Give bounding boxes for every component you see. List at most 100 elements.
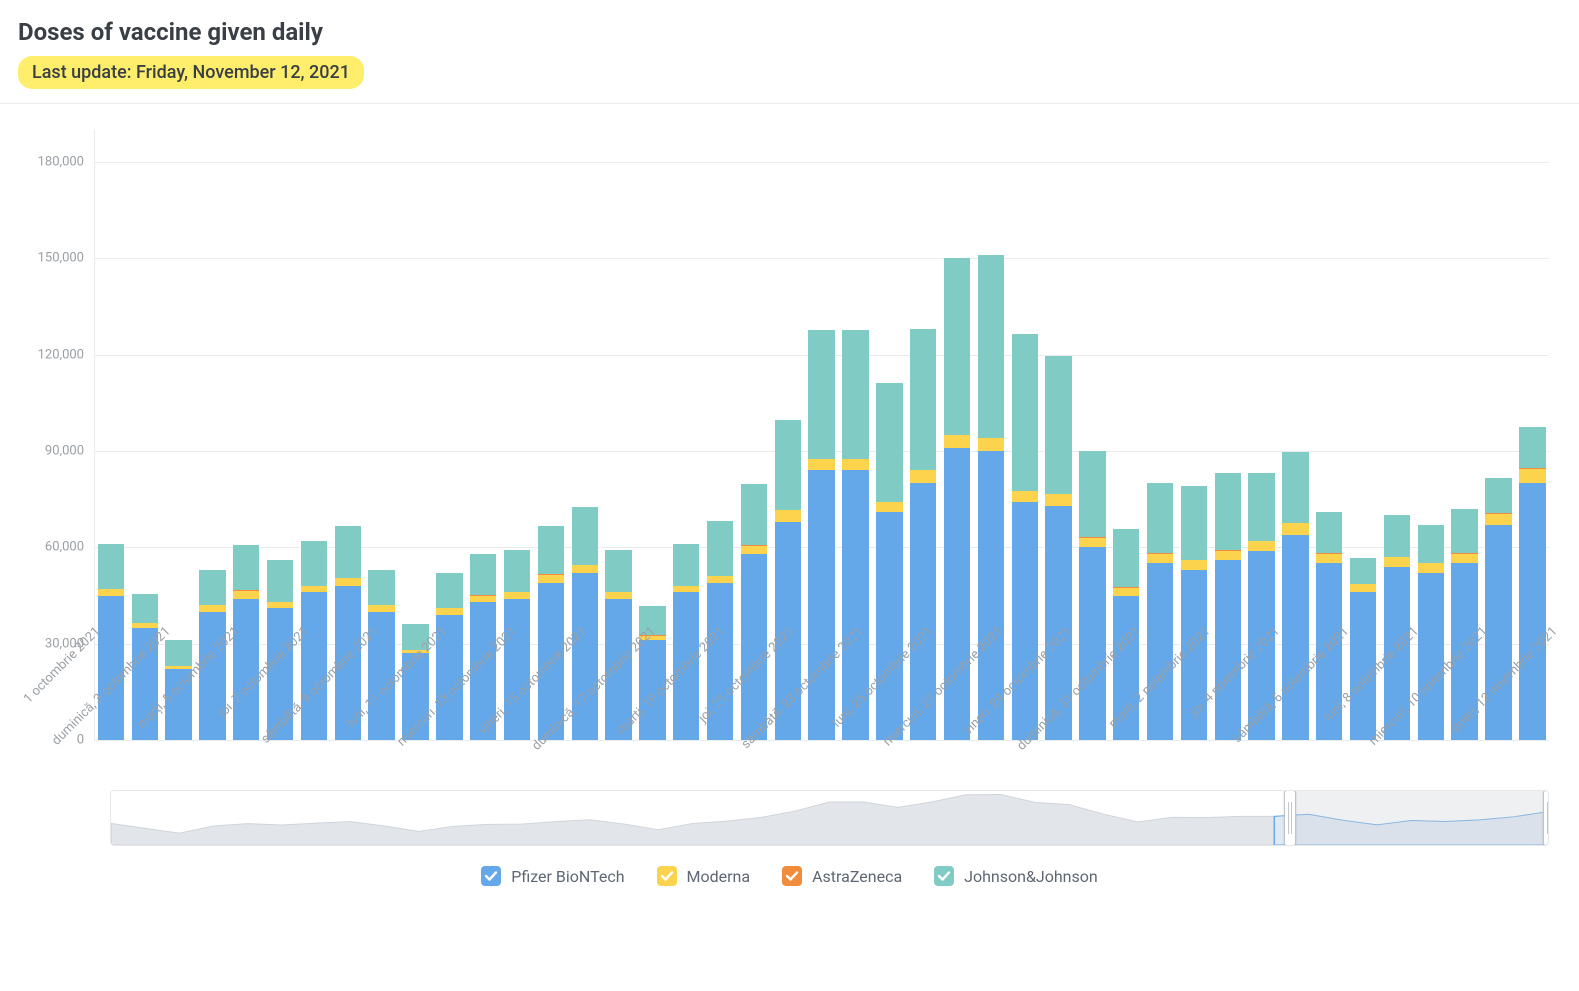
- bar-segment-moderna: [876, 502, 902, 512]
- bar-segment-moderna: [910, 470, 936, 483]
- bar-slot[interactable]: [365, 130, 399, 740]
- bar-slot[interactable]: [1109, 130, 1143, 740]
- bar-stack: [1079, 451, 1105, 740]
- bar-slot[interactable]: [229, 130, 263, 740]
- chart-title: Doses of vaccine given daily: [18, 18, 1561, 46]
- bar-slot[interactable]: [1075, 130, 1109, 740]
- bar-slot[interactable]: [839, 130, 873, 740]
- bar-slot[interactable]: [737, 130, 771, 740]
- bar-slot[interactable]: [636, 130, 670, 740]
- bar-stack: [1485, 478, 1511, 740]
- bar-segment-jj: [436, 573, 462, 608]
- bar-segment-jj: [233, 545, 259, 590]
- bar-slot[interactable]: [1143, 130, 1177, 740]
- bar-segment-jj: [1451, 509, 1477, 554]
- bar-slot[interactable]: [534, 130, 568, 740]
- bar-segment-pfizer: [1147, 563, 1173, 740]
- bar-stack: [808, 330, 834, 740]
- bar-segment-moderna: [1350, 584, 1376, 592]
- bar-slot[interactable]: [1312, 130, 1346, 740]
- bar-segment-pfizer: [639, 640, 665, 740]
- bar-slot[interactable]: [974, 130, 1008, 740]
- bar-slot[interactable]: [196, 130, 230, 740]
- bar-slot[interactable]: [432, 130, 466, 740]
- bar-stack: [741, 484, 767, 740]
- overview-range[interactable]: [1289, 791, 1548, 845]
- bar-slot[interactable]: [568, 130, 602, 740]
- bar-stack: [944, 258, 970, 740]
- bar-segment-moderna: [978, 438, 1004, 451]
- legend-item-moderna[interactable]: Moderna: [657, 866, 751, 886]
- bar-stack: [707, 521, 733, 740]
- bar-slot[interactable]: [771, 130, 805, 740]
- grid-line: [94, 740, 1549, 741]
- plot-area[interactable]: 030,00060,00090,000120,000150,000180,000: [94, 130, 1549, 740]
- legend-swatch-moderna: [657, 866, 677, 886]
- bar-stack: [1519, 427, 1545, 740]
- bar-segment-pfizer: [1079, 547, 1105, 740]
- legend-item-jj[interactable]: Johnson&Johnson: [934, 866, 1098, 886]
- bar-stack: [572, 507, 598, 740]
- bar-segment-jj: [267, 560, 293, 602]
- bar-segment-jj: [808, 330, 834, 458]
- bar-slot[interactable]: [669, 130, 703, 740]
- bar-slot[interactable]: [1245, 130, 1279, 740]
- bar-slot[interactable]: [1414, 130, 1448, 740]
- bar-stack: [402, 624, 428, 740]
- bar-slot[interactable]: [1279, 130, 1313, 740]
- bar-segment-jj: [944, 258, 970, 435]
- bar-slot[interactable]: [906, 130, 940, 740]
- bar-stack: [1282, 452, 1308, 740]
- bar-slot[interactable]: [128, 130, 162, 740]
- legend-item-pfizer[interactable]: Pfizer BioNTech: [481, 866, 624, 886]
- bar-slot[interactable]: [1380, 130, 1414, 740]
- bar-slot[interactable]: [500, 130, 534, 740]
- bar-segment-jj: [1350, 558, 1376, 584]
- legend-item-az[interactable]: AstraZeneca: [782, 866, 902, 886]
- chart-subtitle: Last update: Friday, November 12, 2021: [18, 56, 364, 89]
- bar-slot[interactable]: [872, 130, 906, 740]
- bar-stack: [673, 544, 699, 740]
- bar-slot[interactable]: [1211, 130, 1245, 740]
- legend: Pfizer BioNTech Moderna AstraZeneca Johnson…: [0, 866, 1579, 886]
- bar-segment-jj: [1519, 427, 1545, 469]
- bar-segment-jj: [199, 570, 225, 605]
- bar-slot[interactable]: [1177, 130, 1211, 740]
- bar-slot[interactable]: [1448, 130, 1482, 740]
- bar-slot[interactable]: [1042, 130, 1076, 740]
- bar-segment-pfizer: [1282, 535, 1308, 740]
- bar-slot[interactable]: [602, 130, 636, 740]
- bar-slot[interactable]: [703, 130, 737, 740]
- bar-slot[interactable]: [263, 130, 297, 740]
- bar-slot[interactable]: [331, 130, 365, 740]
- overview-scrubber[interactable]: [110, 790, 1549, 846]
- bar-stack: [301, 541, 327, 740]
- bar-slot[interactable]: [399, 130, 433, 740]
- bar-slot[interactable]: [1482, 130, 1516, 740]
- bar-slot[interactable]: [805, 130, 839, 740]
- bar-stack: [470, 554, 496, 741]
- overview-handle-right[interactable]: [1543, 790, 1549, 846]
- legend-label: Pfizer BioNTech: [511, 867, 624, 886]
- bar-slot[interactable]: [1515, 130, 1549, 740]
- bar-segment-pfizer: [98, 596, 124, 740]
- bar-segment-jj: [775, 420, 801, 510]
- bar-slot[interactable]: [1346, 130, 1380, 740]
- bar-segment-pfizer: [1519, 483, 1545, 740]
- bar-stack: [1215, 473, 1241, 740]
- bar-slot[interactable]: [940, 130, 974, 740]
- overview-handle-left[interactable]: [1284, 790, 1296, 846]
- bar-segment-pfizer: [267, 608, 293, 740]
- bar-segment-pfizer: [470, 602, 496, 740]
- bar-slot[interactable]: [466, 130, 500, 740]
- bar-segment-pfizer: [1181, 570, 1207, 740]
- bar-slot[interactable]: [297, 130, 331, 740]
- bar-slot[interactable]: [162, 130, 196, 740]
- legend-swatch-pfizer: [481, 866, 501, 886]
- bar-slot[interactable]: [1008, 130, 1042, 740]
- bar-segment-moderna: [1147, 554, 1173, 564]
- bar-segment-moderna: [572, 565, 598, 573]
- bar-segment-moderna: [1113, 588, 1139, 596]
- bar-slot[interactable]: [94, 130, 128, 740]
- bar-stack: [605, 550, 631, 740]
